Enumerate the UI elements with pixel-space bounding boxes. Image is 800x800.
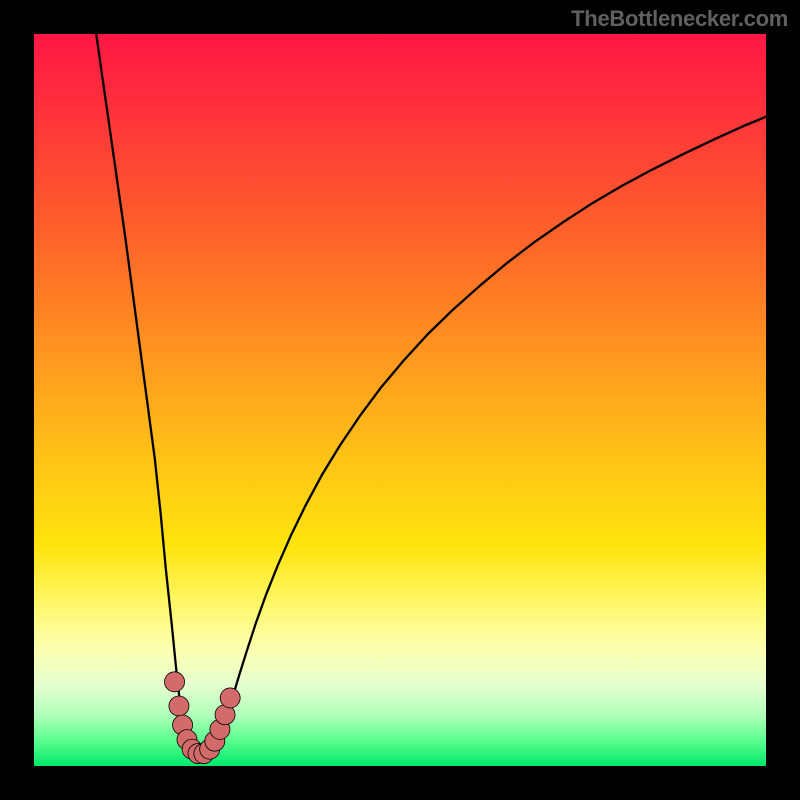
valley-marker — [182, 739, 202, 759]
valley-marker — [205, 731, 225, 751]
valley-marker — [215, 705, 235, 725]
valley-marker — [210, 719, 230, 739]
curve-overlay — [34, 34, 766, 766]
valley-marker — [220, 688, 240, 708]
bottleneck-curve — [96, 34, 766, 758]
valley-marker — [169, 696, 189, 716]
valley-marker — [188, 744, 208, 764]
chart-container: TheBottlenecker.com — [0, 0, 800, 800]
plot-area — [34, 34, 766, 766]
valley-marker — [177, 730, 197, 750]
valley-marker — [194, 744, 214, 764]
valley-marker — [200, 739, 220, 759]
valley-marker — [173, 715, 193, 735]
valley-marker — [165, 672, 185, 692]
watermark-text: TheBottlenecker.com — [571, 6, 788, 32]
